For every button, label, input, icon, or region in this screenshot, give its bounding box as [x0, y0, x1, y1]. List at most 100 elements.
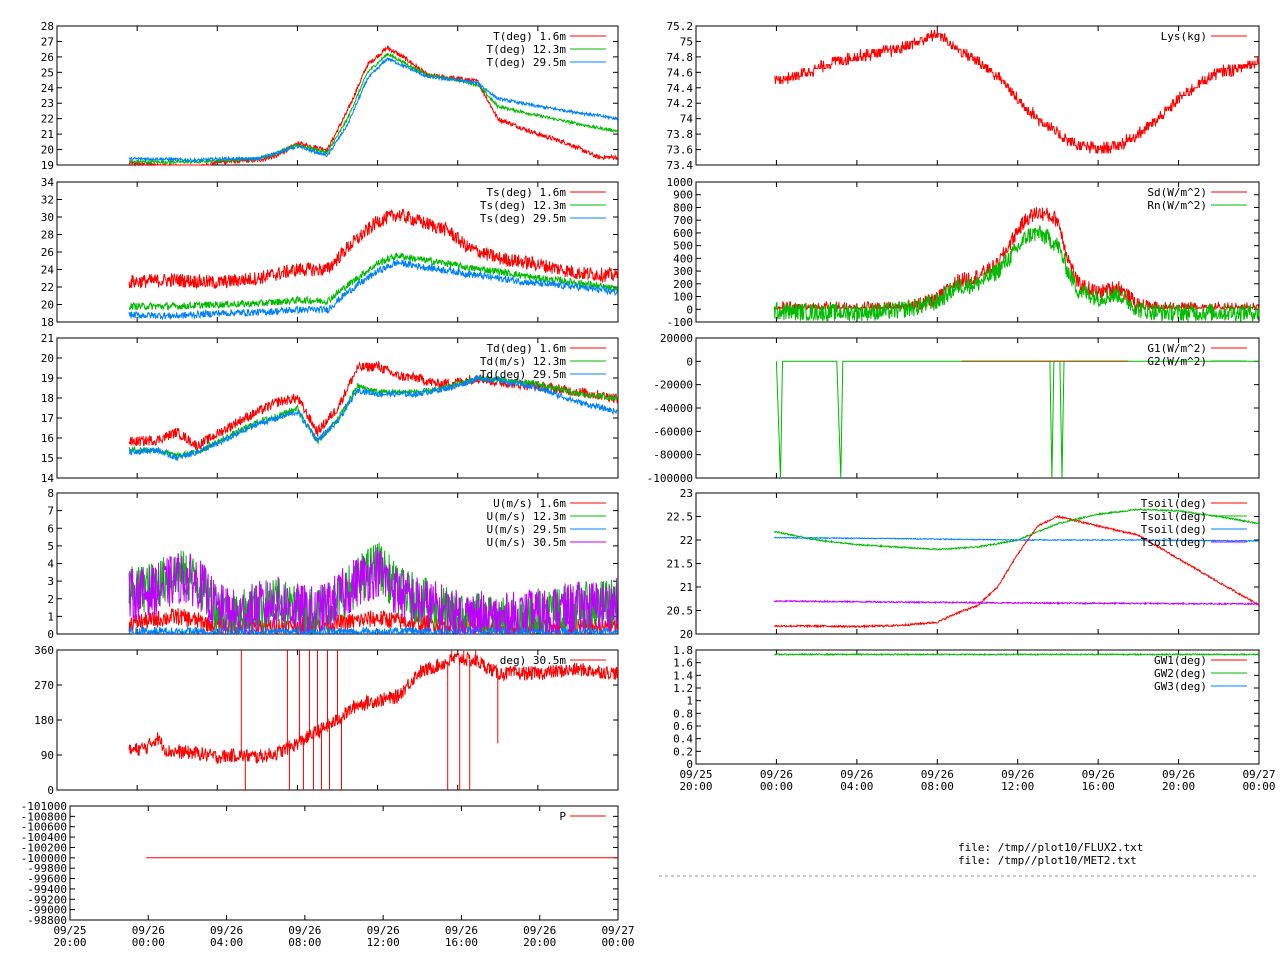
chart-8-legend-label: G2(W/m^2): [1147, 355, 1207, 368]
chart-1-ytick-label: 18: [41, 316, 54, 329]
chart-0-ytick-label: 27: [41, 35, 54, 48]
chart-5-xtick-label: 04:00: [210, 936, 243, 949]
chart-2-legend-label: Td(m/s) 12.3m: [480, 355, 566, 368]
chart-0-legend-label: T(deg) 1.6m: [493, 30, 566, 43]
chart-5-xtick-label: 09/26: [523, 924, 556, 937]
chart-10-legend-label: GW3(deg): [1154, 680, 1207, 693]
chart-2-legend-label: Td(deg) 1.6m: [487, 342, 567, 355]
chart-5-xtick-label: 16:00: [445, 936, 478, 949]
chart-5-ytick-label: -100200: [21, 841, 67, 854]
file-info-line-2: file: /tmp//plot10/MET2.txt: [958, 854, 1137, 867]
chart-6-ytick-label: 74.4: [667, 82, 694, 95]
chart-8-ytick-label: -80000: [653, 449, 693, 462]
chart-5-ytick-label: -98800: [27, 914, 67, 927]
chart-3-ytick-label: 5: [47, 540, 54, 553]
chart-10-xtick-label: 09/26: [921, 768, 954, 781]
chart-6-ytick-label: 74: [680, 113, 694, 126]
chart-1-ytick-label: 28: [41, 229, 54, 242]
chart-9-ytick-label: 23: [680, 487, 693, 500]
chart-9-ytick-label: 22.5: [667, 511, 694, 524]
chart-3-legend-label: U(m/s) 29.5m: [487, 523, 567, 536]
chart-9-ytick-label: 21: [680, 581, 693, 594]
chart-5-ytick-label: -99000: [27, 904, 67, 917]
chart-10-xtick-label: 09/25: [679, 768, 712, 781]
chart-4-series-0-line: [128, 651, 619, 765]
chart-1-series-1-line: [129, 252, 618, 311]
chart-2-ytick-label: 15: [41, 452, 54, 465]
chart-10-ytick-label: 1.8: [673, 644, 693, 657]
chart-2-ytick-label: 14: [41, 472, 55, 485]
chart-7-ytick-label: 500: [673, 240, 693, 253]
chart-4-ytick-label: 90: [41, 749, 54, 762]
chart-10-xtick-label: 00:00: [1242, 780, 1275, 793]
chart-10-xtick-label: 09/26: [1082, 768, 1115, 781]
chart-9-ytick-label: 20: [680, 628, 693, 641]
chart-6-frame: [695, 25, 1260, 166]
chart-6-ytick-label: 75.2: [667, 20, 694, 33]
chart-7-frame: [695, 181, 1260, 323]
chart-3-ytick-label: 8: [47, 487, 54, 500]
chart-1-ytick-label: 30: [41, 211, 54, 224]
chart-4-ytick-label: 360: [34, 644, 54, 657]
chart-3-legend-label: U(m/s) 12.3m: [487, 510, 567, 523]
chart-5-ytick-label: -99600: [27, 873, 67, 886]
chart-8-ytick-label: 20000: [660, 332, 693, 345]
chart-5-ytick-label: -101000: [21, 800, 67, 813]
chart-0-ytick-label: 23: [41, 97, 54, 110]
chart-10-xtick-label: 20:00: [1162, 780, 1195, 793]
chart-0-ytick-label: 19: [41, 159, 54, 172]
chart-2-ytick-label: 18: [41, 392, 54, 405]
chart-3-legend-label: U(m/s) 1.6m: [493, 497, 566, 510]
chart-10-legend-label: GW1(deg): [1154, 654, 1207, 667]
chart-5-xtick-label: 09/27: [601, 924, 634, 937]
chart-7-ytick-label: 200: [673, 278, 693, 291]
chart-7-series-1-line: [773, 225, 1260, 324]
chart-10-xtick-label: 00:00: [760, 780, 793, 793]
chart-7-ytick-label: 900: [673, 189, 693, 202]
chart-5-ytick-label: -100400: [21, 831, 67, 844]
chart-4-legend-label: deg) 30.5m: [500, 654, 567, 667]
chart-7-ytick-label: -100: [667, 316, 694, 329]
chart-3-ytick-label: 2: [47, 593, 54, 606]
chart-0-ytick-label: 28: [41, 20, 54, 33]
chart-2-ytick-label: 19: [41, 372, 54, 385]
chart-10-xtick-label: 08:00: [921, 780, 954, 793]
chart-0-ytick-label: 25: [41, 66, 54, 79]
chart-1-legend-label: Ts(deg) 29.5m: [480, 212, 566, 225]
chart-3-ytick-label: 4: [47, 558, 54, 571]
chart-6-ytick-label: 73.6: [667, 144, 694, 157]
chart-7-ytick-label: 300: [673, 265, 693, 278]
chart-10-xtick-label: 09/26: [840, 768, 873, 781]
chart-9-ytick-label: 20.5: [667, 605, 694, 618]
chart-10-xtick-label: 16:00: [1082, 780, 1115, 793]
chart-1-ytick-label: 34: [41, 176, 55, 189]
chart-5-xtick-label: 09/26: [288, 924, 321, 937]
chart-7-ytick-label: 0: [686, 303, 693, 316]
chart-10-xtick-label: 09/26: [1162, 768, 1195, 781]
chart-9-legend-label: Tsoil(deg): [1141, 523, 1207, 536]
chart-7-ytick-label: 700: [673, 214, 693, 227]
chart-5-xtick-label: 00:00: [132, 936, 165, 949]
chart-7-series-0-line: [773, 207, 1260, 312]
chart-2-ytick-label: 17: [41, 412, 54, 425]
chart-10-series-1-line: [774, 652, 1260, 657]
chart-10-ytick-label: 0: [686, 758, 693, 771]
chart-5-legend-label: P: [559, 810, 566, 823]
chart-1-legend-label: Ts(deg) 1.6m: [487, 186, 567, 199]
chart-5-xtick-label: 00:00: [601, 936, 634, 949]
chart-8-ytick-label: -60000: [653, 425, 693, 438]
chart-3-ytick-label: 0: [47, 628, 54, 641]
chart-10-xtick-label: 09/26: [1001, 768, 1034, 781]
chart-1-series-2-line: [128, 259, 619, 321]
chart-3-ytick-label: 7: [47, 505, 54, 518]
chart-0-ytick-label: 20: [41, 144, 54, 157]
chart-5-xtick-label: 09/26: [210, 924, 243, 937]
chart-4-ytick-label: 180: [34, 714, 54, 727]
chart-7-ytick-label: 800: [673, 201, 693, 214]
chart-5-ytick-label: -99800: [27, 862, 67, 875]
chart-10-ytick-label: 0.8: [673, 707, 693, 720]
chart-0-legend-label: T(deg) 29.5m: [487, 56, 567, 69]
chart-6-ytick-label: 75: [680, 35, 693, 48]
chart-5-ytick-label: -100800: [21, 810, 67, 823]
chart-10-xtick-label: 12:00: [1001, 780, 1034, 793]
